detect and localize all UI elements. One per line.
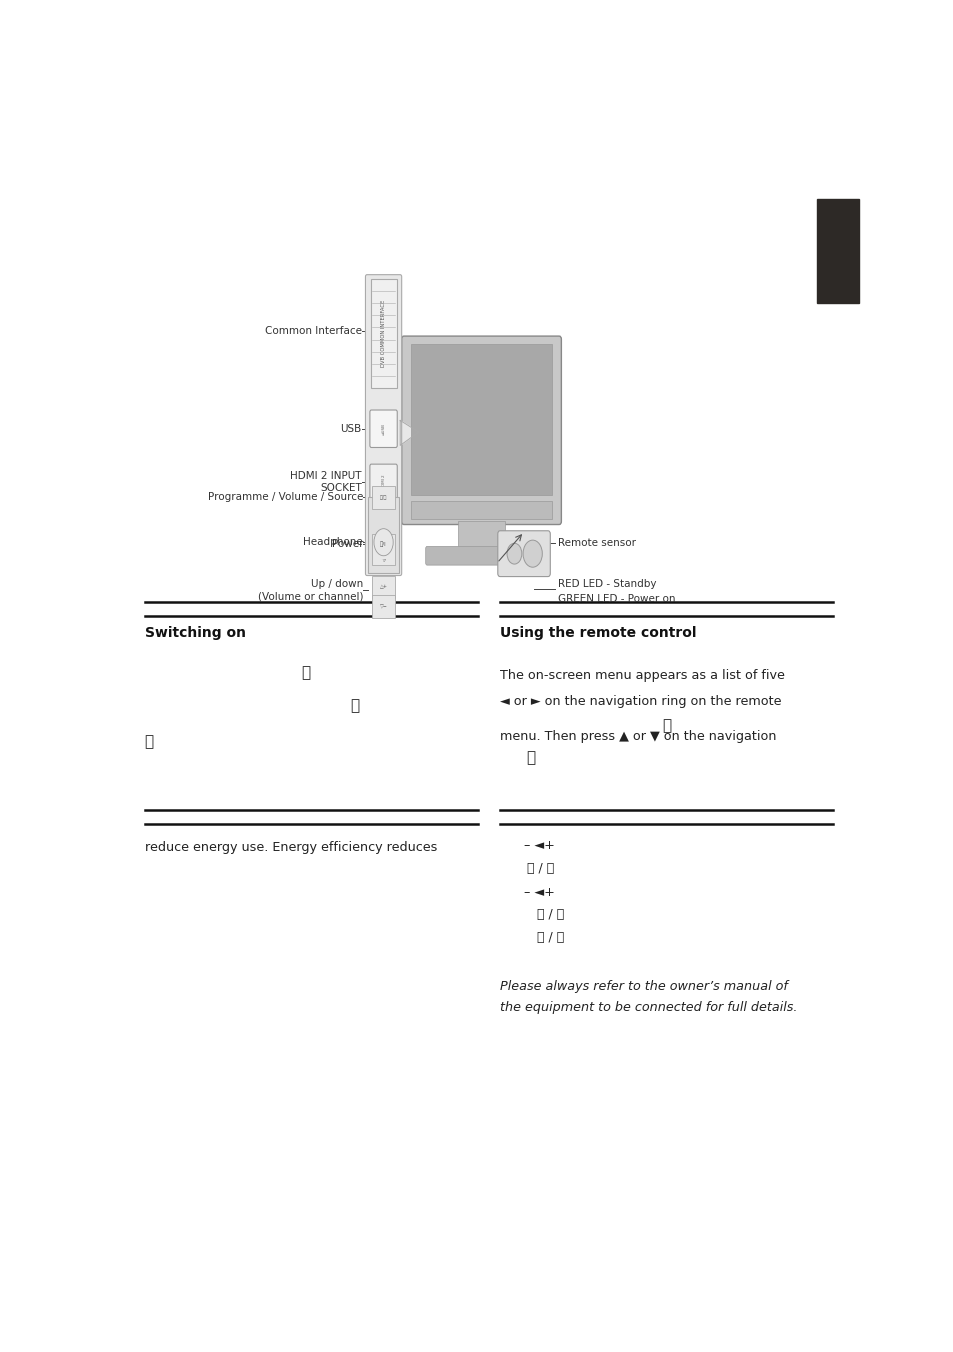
- Circle shape: [522, 541, 541, 568]
- Text: reduce energy use. Energy efficiency reduces: reduce energy use. Energy efficiency red…: [145, 841, 437, 853]
- Text: RED LED - Standby: RED LED - Standby: [558, 579, 656, 589]
- Text: ⓢ/⎆: ⓢ/⎆: [379, 495, 387, 500]
- Bar: [817, 199, 858, 303]
- Text: HDMI 2 INPUT
SOCKET: HDMI 2 INPUT SOCKET: [290, 470, 361, 493]
- Text: HDMI 2: HDMI 2: [381, 475, 385, 489]
- Bar: [372, 576, 395, 599]
- Circle shape: [506, 544, 521, 564]
- Bar: [372, 485, 395, 508]
- Text: Common Interface: Common Interface: [265, 326, 361, 337]
- Bar: [370, 279, 396, 388]
- Bar: [457, 522, 504, 550]
- Text: The on-screen menu appears as a list of five: The on-screen menu appears as a list of …: [499, 669, 784, 681]
- Text: ⇒USB: ⇒USB: [381, 423, 385, 435]
- Text: ⎁/I: ⎁/I: [380, 542, 387, 548]
- Text: menu. Then press ▲ or ▼ on the navigation: menu. Then press ▲ or ▼ on the navigatio…: [499, 730, 776, 744]
- Text: Ⓟ / ⓢ: Ⓟ / ⓢ: [537, 909, 563, 922]
- FancyBboxPatch shape: [425, 546, 537, 565]
- FancyBboxPatch shape: [497, 531, 550, 576]
- Text: ⏻: ⏻: [301, 665, 310, 680]
- Text: Headphone: Headphone: [303, 537, 363, 548]
- Text: ⏻: ⏻: [144, 734, 153, 749]
- Text: – ◄+: – ◄+: [524, 886, 555, 899]
- Polygon shape: [400, 420, 418, 445]
- Text: ◄ or ► on the navigation ring on the remote: ◄ or ► on the navigation ring on the rem…: [499, 695, 781, 708]
- Bar: [411, 500, 551, 519]
- Text: Programme / Volume / Source: Programme / Volume / Source: [208, 492, 363, 503]
- Text: ⏻: ⏻: [350, 698, 358, 713]
- FancyBboxPatch shape: [370, 464, 396, 499]
- Text: – ◄+: – ◄+: [524, 838, 555, 852]
- Circle shape: [374, 529, 393, 556]
- Text: DVB COMMON INTERFACE: DVB COMMON INTERFACE: [380, 300, 386, 368]
- Text: Ⓟ / ⓢ: Ⓟ / ⓢ: [527, 861, 554, 875]
- Bar: [372, 534, 395, 565]
- Text: GREEN LED - Power on: GREEN LED - Power on: [558, 595, 675, 604]
- FancyBboxPatch shape: [370, 410, 396, 448]
- FancyBboxPatch shape: [401, 337, 560, 525]
- Text: Ⓚ: Ⓚ: [525, 750, 535, 765]
- Bar: [411, 345, 551, 495]
- Text: USB: USB: [340, 423, 361, 434]
- Text: Up / down
(Volume or channel): Up / down (Volume or channel): [257, 579, 363, 602]
- FancyBboxPatch shape: [365, 274, 401, 576]
- Text: Remote sensor: Remote sensor: [558, 538, 635, 549]
- Text: Ⓟ / ⓢ: Ⓟ / ⓢ: [537, 932, 563, 944]
- Text: Ἲ7: Ἲ7: [380, 558, 386, 562]
- Bar: [368, 498, 398, 573]
- Text: Using the remote control: Using the remote control: [499, 626, 696, 639]
- Text: Please always refer to the owner’s manual of: Please always refer to the owner’s manua…: [499, 980, 787, 994]
- Text: the equipment to be connected for full details.: the equipment to be connected for full d…: [499, 1000, 797, 1014]
- Bar: [372, 595, 395, 618]
- Text: Power: Power: [332, 539, 363, 549]
- Text: ▽−: ▽−: [379, 604, 387, 610]
- Text: Switching on: Switching on: [145, 626, 246, 639]
- Text: Ⓚ: Ⓚ: [661, 718, 670, 733]
- Text: △+: △+: [379, 584, 387, 589]
